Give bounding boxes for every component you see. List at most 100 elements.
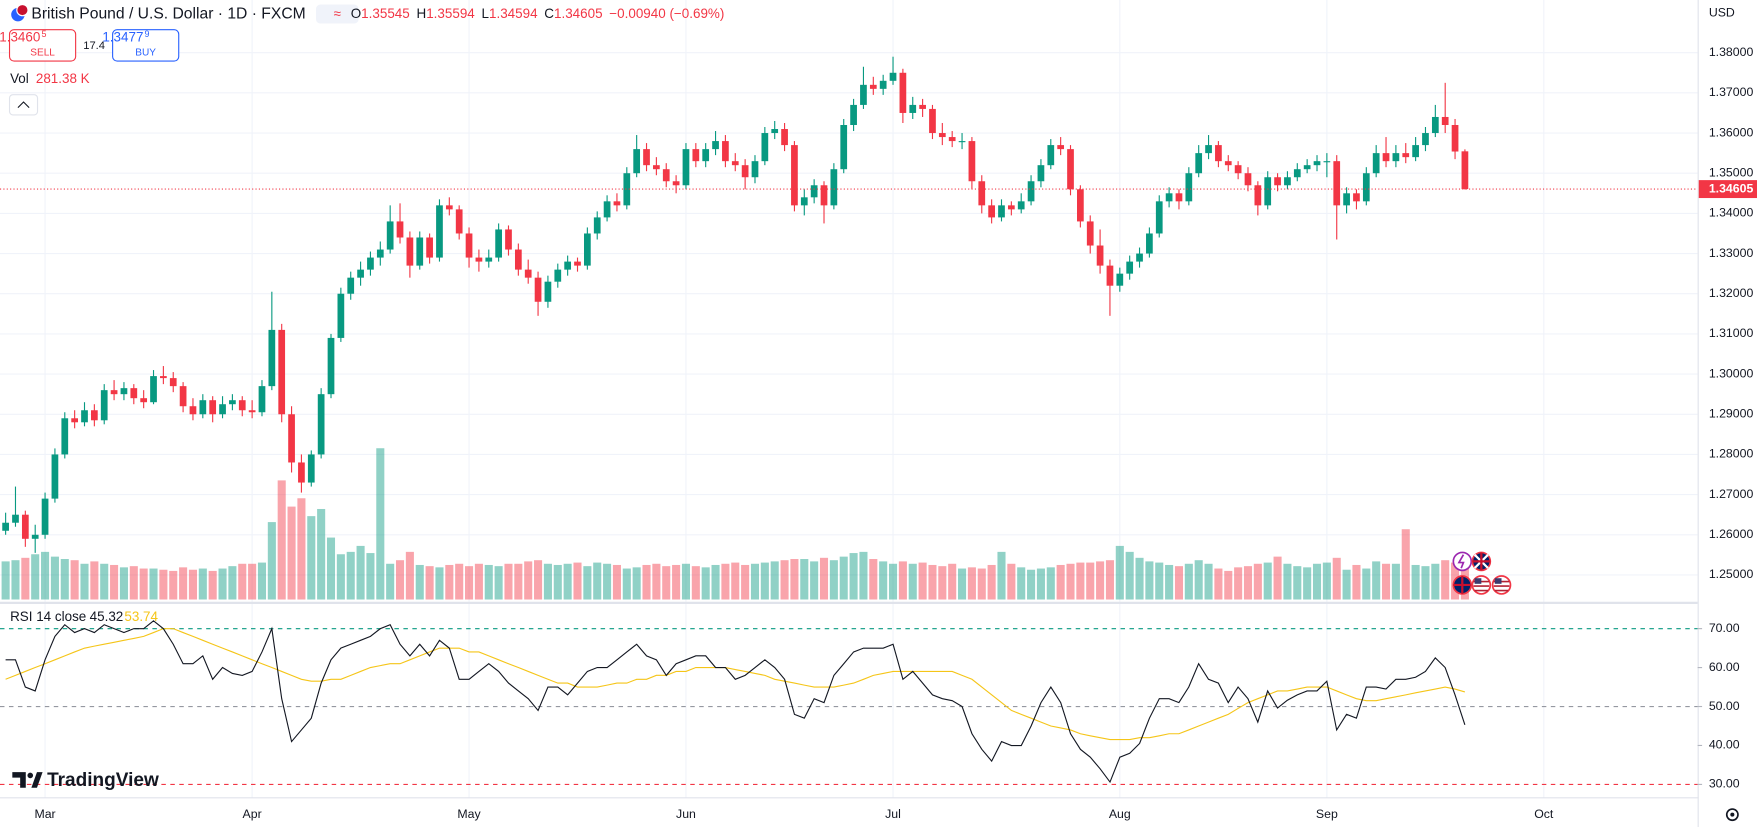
candle-body bbox=[347, 277, 355, 294]
volume-bar bbox=[1165, 564, 1174, 600]
volume-bar bbox=[415, 564, 424, 600]
candle-body bbox=[1185, 173, 1193, 202]
candle-body bbox=[929, 108, 936, 134]
volume-bar bbox=[958, 568, 967, 600]
candle-body bbox=[643, 149, 650, 166]
candle-body bbox=[436, 205, 443, 258]
candle-body bbox=[455, 209, 463, 234]
volume-bar bbox=[70, 560, 79, 600]
volume-bar bbox=[1086, 562, 1095, 600]
volume-bar bbox=[780, 560, 789, 600]
candle-body bbox=[445, 205, 453, 210]
volume-bar bbox=[435, 567, 444, 600]
volume-bar bbox=[110, 564, 119, 600]
candle-body bbox=[1007, 205, 1015, 210]
candle-body bbox=[169, 378, 177, 387]
volume-bar bbox=[386, 563, 395, 600]
candle-body bbox=[1422, 133, 1429, 146]
volume-bar bbox=[326, 537, 336, 600]
volume-bar bbox=[948, 563, 957, 600]
volume-bar bbox=[1283, 563, 1292, 600]
candle-body bbox=[1264, 177, 1272, 206]
candle-body bbox=[514, 249, 522, 270]
candle-body bbox=[722, 141, 729, 162]
rsi-name: RSI 14 close bbox=[10, 609, 86, 624]
settings-button[interactable] bbox=[1725, 808, 1739, 822]
candle-body bbox=[791, 145, 798, 206]
volume-bar bbox=[918, 562, 927, 600]
volume-bar bbox=[11, 560, 20, 600]
x-tick-label: Aug bbox=[1109, 807, 1131, 821]
buy-button[interactable]: 1.3477 9 BUY bbox=[102, 29, 180, 62]
candle-body bbox=[1343, 193, 1350, 206]
candle-body bbox=[840, 125, 848, 170]
logo: TradingView bbox=[12, 770, 159, 791]
compare-button[interactable]: ≈ bbox=[315, 4, 359, 24]
volume-bar bbox=[711, 564, 720, 600]
candle-body bbox=[781, 129, 788, 146]
volume-bar bbox=[1303, 567, 1312, 600]
volume-bar bbox=[376, 448, 385, 600]
rsi-readout: 45.32 bbox=[90, 609, 124, 624]
x-tick-label: Mar bbox=[34, 807, 55, 821]
volume-bar bbox=[1362, 568, 1371, 600]
candle-body bbox=[860, 84, 867, 105]
candle-body bbox=[1215, 145, 1222, 162]
candle-body bbox=[1116, 273, 1124, 286]
y-tick-label: 1.34000 bbox=[1709, 206, 1754, 220]
x-tick-label: Jul bbox=[885, 807, 901, 821]
volume-bar bbox=[366, 553, 375, 600]
candle-body bbox=[741, 165, 749, 178]
volume-bar bbox=[849, 553, 858, 600]
volume-bar bbox=[287, 506, 296, 600]
volume-bar bbox=[514, 563, 523, 600]
spread: 17.4 bbox=[83, 40, 105, 52]
y-tick-label: 1.31000 bbox=[1709, 326, 1754, 340]
volume-bar bbox=[1421, 566, 1430, 600]
ohlc-letter: O bbox=[351, 6, 361, 21]
candle-body bbox=[337, 293, 345, 338]
volume-bar bbox=[524, 561, 533, 600]
volume-bar bbox=[553, 564, 562, 600]
sell-button[interactable]: 1.3460 5 SELL bbox=[0, 29, 77, 62]
volume-bar bbox=[41, 551, 50, 600]
volume-bar bbox=[1056, 564, 1065, 600]
volume-bar bbox=[888, 563, 898, 600]
event-icons[interactable] bbox=[1452, 551, 1512, 595]
candle-body bbox=[199, 400, 207, 415]
volume-bar bbox=[1352, 564, 1361, 600]
sell-price: 1.3460 bbox=[0, 30, 40, 45]
candle-body bbox=[1402, 153, 1410, 158]
candle-body bbox=[495, 229, 502, 258]
volume-bar bbox=[750, 563, 760, 600]
candle-body bbox=[1195, 153, 1203, 174]
candle-body bbox=[130, 388, 138, 399]
x-tick-label: Sep bbox=[1316, 807, 1338, 821]
candle-body bbox=[1392, 153, 1400, 162]
volume-bar bbox=[839, 556, 848, 600]
volume-bar bbox=[1312, 563, 1322, 600]
symbol-icon bbox=[11, 3, 29, 22]
candle-body bbox=[1284, 177, 1291, 186]
volume-bar bbox=[169, 570, 178, 600]
volume-bar bbox=[938, 566, 947, 600]
volume-bar bbox=[198, 568, 207, 600]
sell-sup: 5 bbox=[41, 29, 46, 39]
volume-bar bbox=[652, 563, 661, 600]
volume-bar bbox=[248, 563, 257, 600]
ohlc-letter: L bbox=[482, 6, 490, 21]
volume-bar bbox=[277, 480, 286, 600]
volume-bar bbox=[1046, 567, 1055, 600]
candle-body bbox=[1077, 189, 1084, 222]
candle-body bbox=[1254, 185, 1262, 206]
volume-bar bbox=[1194, 560, 1203, 600]
candle-body bbox=[367, 257, 374, 270]
ohlc-change: −0.00940 (−0.69%) bbox=[609, 6, 724, 21]
candle-body bbox=[41, 498, 49, 535]
volume-bar bbox=[1234, 567, 1243, 600]
candle-body bbox=[810, 185, 818, 198]
candle-body bbox=[1234, 165, 1242, 174]
volume-bar bbox=[1372, 561, 1381, 600]
y-tick-label: 1.35000 bbox=[1709, 165, 1754, 179]
collapse-button[interactable] bbox=[8, 94, 39, 116]
